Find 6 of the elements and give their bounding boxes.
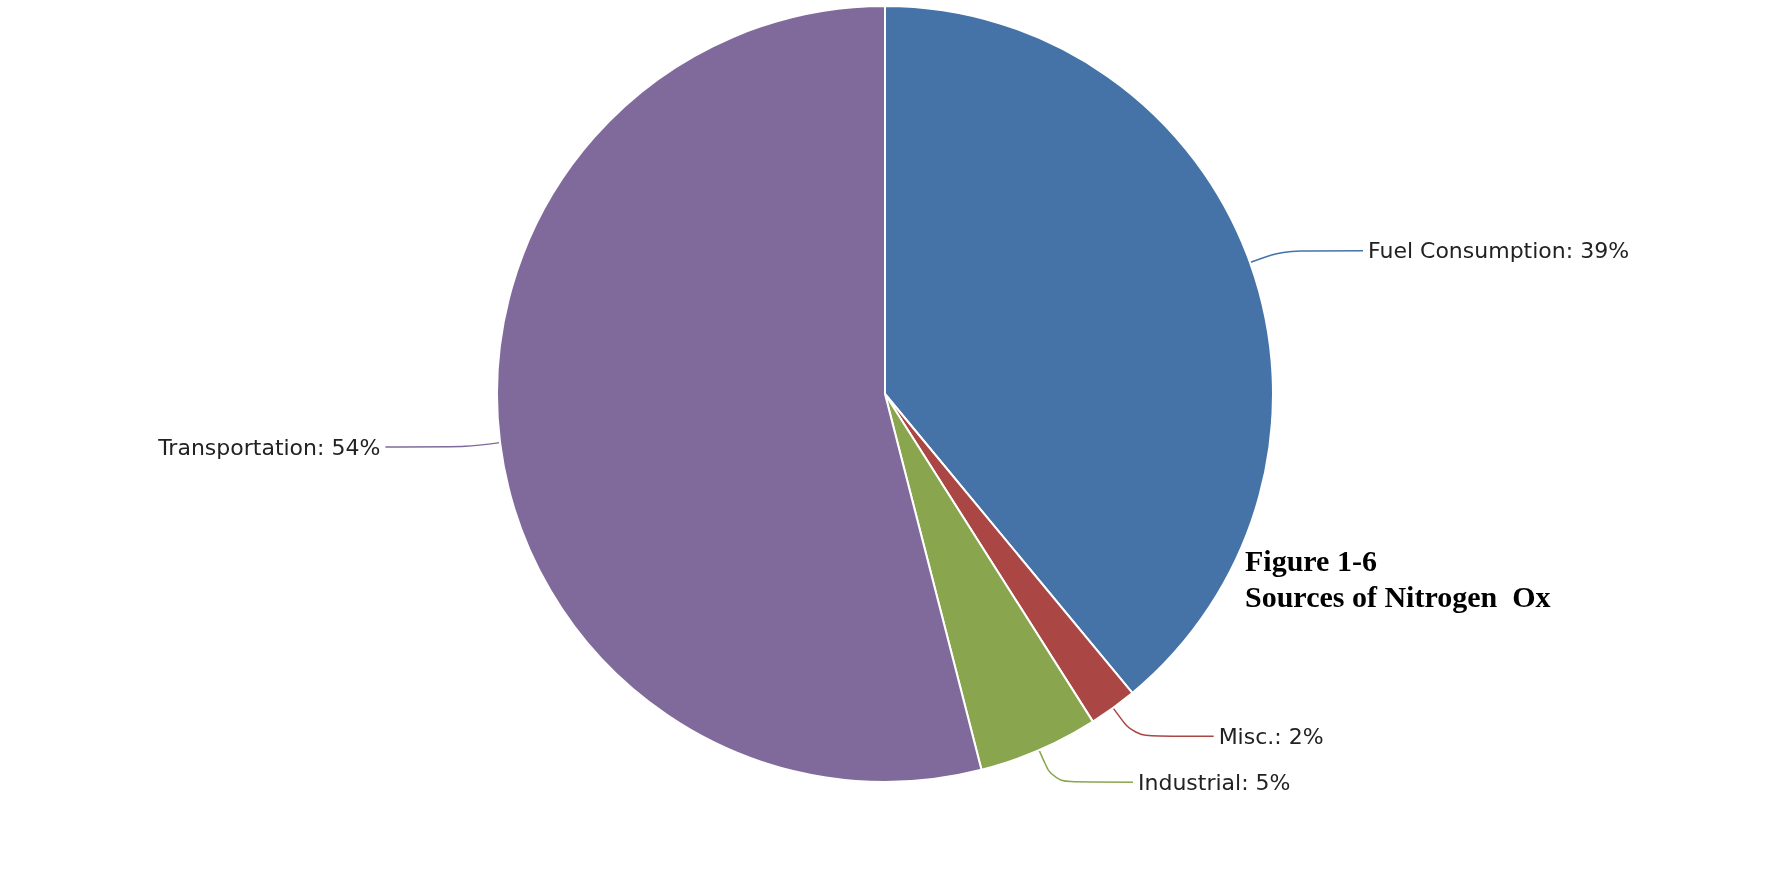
slice-label: Transportation: 54% bbox=[157, 434, 381, 460]
slice-label: Fuel Consumption: 39% bbox=[1367, 238, 1630, 264]
slice-label: Misc.: 2% bbox=[1218, 723, 1324, 749]
text: Sources of Nitrogen Ox bbox=[1245, 579, 1551, 613]
slice-label: Industrial: 5% bbox=[1137, 769, 1291, 795]
text: Figure 1-6 bbox=[1245, 543, 1377, 577]
